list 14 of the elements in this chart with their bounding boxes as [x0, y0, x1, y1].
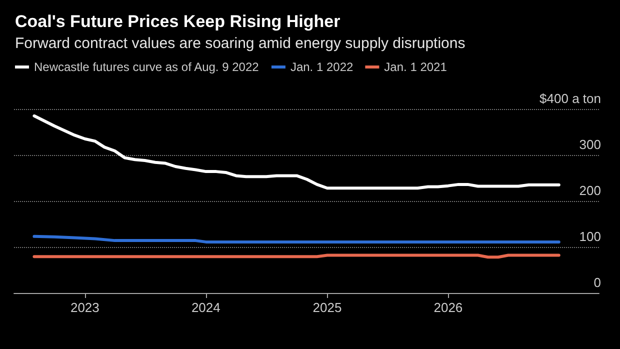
legend-label: Jan. 1 2022: [290, 60, 354, 74]
y-tick-label: 300: [579, 137, 601, 152]
x-tick-label: 2026: [434, 300, 463, 315]
x-tick-label: 2025: [312, 300, 342, 315]
legend-label: Newcastle futures curve as of Aug. 9 2022: [34, 60, 260, 74]
chart-title: Coal's Future Prices Keep Rising Higher: [15, 12, 341, 31]
y-tick-label: $400 a ton: [540, 91, 601, 106]
legend-label: Jan. 1 2021: [384, 60, 448, 74]
x-tick-label: 2024: [191, 300, 220, 315]
y-tick-label: 100: [579, 229, 601, 244]
y-tick-label: 200: [579, 183, 601, 198]
y-tick-label: 0: [594, 275, 601, 290]
chart-subtitle: Forward contract values are soaring amid energy supply disruptions: [15, 35, 466, 52]
x-tick-label: 2023: [70, 300, 100, 315]
